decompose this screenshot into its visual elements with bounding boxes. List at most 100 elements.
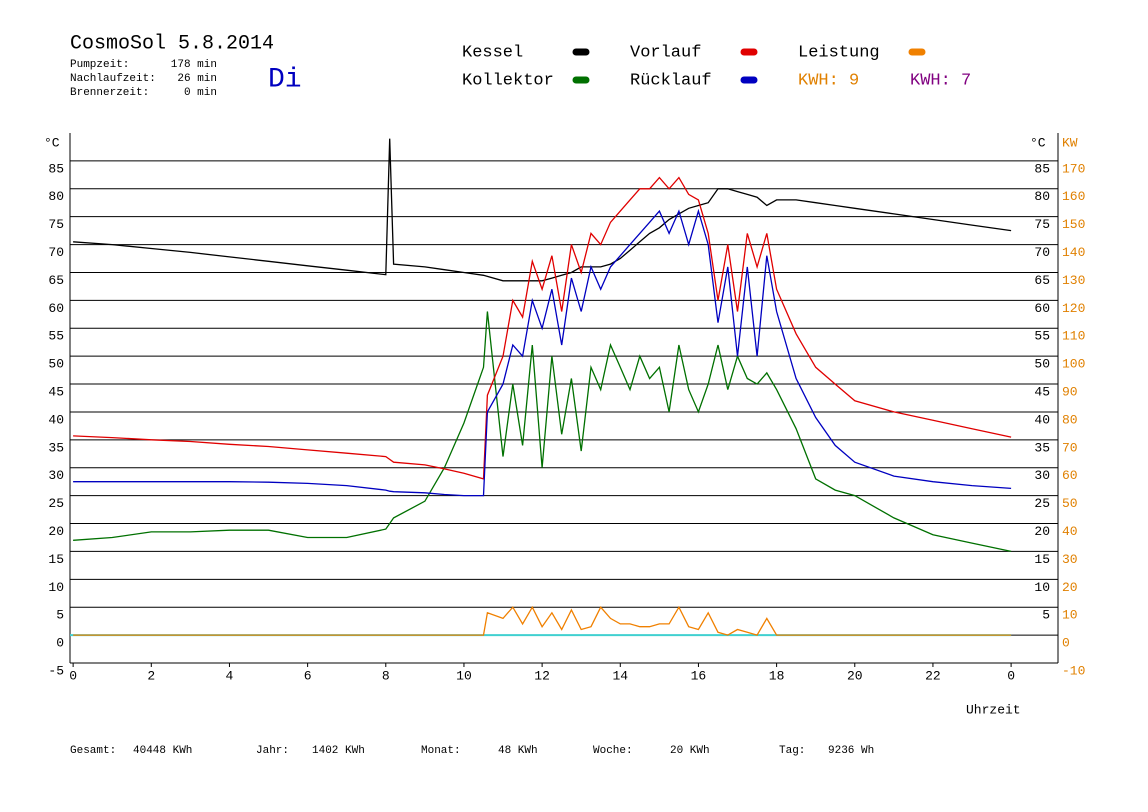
y2-tick-label: 30 (1062, 552, 1078, 567)
y-tick-label-right: 35 (1034, 440, 1050, 455)
series-line (73, 208, 1012, 497)
y-tick-label: 40 (48, 412, 64, 427)
y2-tick-label: 100 (1062, 357, 1085, 372)
chart-title: CosmoSol 5.8.2014 (70, 32, 274, 55)
y-tick-label-right: 60 (1034, 301, 1050, 316)
y-tick-label: 20 (48, 524, 64, 539)
y2-tick-label: 20 (1062, 580, 1078, 595)
x-tick-label: 2 (147, 668, 155, 683)
x-tick-label: 18 (769, 668, 785, 683)
total-label: Monat: (421, 745, 461, 757)
y-tick-label-right: 20 (1034, 524, 1050, 539)
y2-tick-label: 60 (1062, 468, 1078, 483)
y-tick-label: 50 (48, 357, 64, 372)
stat-value: 0 min (184, 87, 217, 99)
total-value: 1402 KWh (312, 745, 365, 757)
y-tick-label: 60 (48, 301, 64, 316)
y-tick-label: 80 (48, 189, 64, 204)
x-tick-label: 20 (847, 668, 863, 683)
y2-tick-label: 90 (1062, 384, 1078, 399)
series-line (73, 138, 1012, 282)
x-tick-label: 22 (925, 668, 941, 683)
y2-tick-label: 150 (1062, 217, 1085, 232)
y2-tick-label: 10 (1062, 608, 1078, 623)
y-axis-label: °C (44, 135, 60, 150)
y-tick-label-right: 80 (1034, 189, 1050, 204)
y2-tick-label: 120 (1062, 301, 1085, 316)
y-tick-label: 30 (48, 468, 64, 483)
x-tick-label: 10 (456, 668, 472, 683)
legend-label: Leistung (798, 43, 880, 62)
y-tick-label: 10 (48, 580, 64, 595)
y-tick-label-right: 15 (1034, 552, 1050, 567)
y-tick-label: 75 (48, 217, 64, 232)
x-tick-label: 0 (69, 668, 77, 683)
series-line (73, 605, 1012, 636)
y-tick-label-right: 45 (1034, 384, 1050, 399)
legend-label: Rücklauf (630, 71, 712, 90)
y2-axis-label: KW (1062, 135, 1078, 150)
legend-label: Kessel (462, 43, 523, 62)
y-tick-label: 70 (48, 245, 64, 260)
y2-tick-label: -10 (1062, 663, 1085, 678)
y-tick-label-right: 30 (1034, 468, 1050, 483)
y2-tick-label: 130 (1062, 273, 1085, 288)
y-axis-label-right: °C (1030, 135, 1046, 150)
total-label: Jahr: (256, 745, 289, 757)
y-tick-label: 55 (48, 329, 64, 344)
y2-tick-label: 50 (1062, 496, 1078, 511)
stat-label: Pumpzeit: (70, 59, 129, 71)
total-value: 20 KWh (670, 745, 710, 757)
total-value: 9236 Wh (828, 745, 874, 757)
total-value: 40448 KWh (133, 745, 192, 757)
series-line (73, 311, 1012, 553)
legend-label: Vorlauf (630, 43, 701, 62)
y2-tick-label: 140 (1062, 245, 1085, 260)
x-axis-label: Uhrzeit (966, 702, 1021, 717)
y-tick-label: 65 (48, 273, 64, 288)
stat-label: Brennerzeit: (70, 87, 149, 99)
y-tick-label-right: 50 (1034, 357, 1050, 372)
total-label: Gesamt: (70, 745, 116, 757)
y2-tick-label: 80 (1062, 412, 1078, 427)
y-tick-label: 35 (48, 440, 64, 455)
y2-tick-label: 160 (1062, 189, 1085, 204)
total-label: Tag: (779, 745, 805, 757)
y-tick-label: 25 (48, 496, 64, 511)
y-tick-label: 0 (56, 636, 64, 651)
y2-tick-label: 170 (1062, 161, 1085, 176)
y-tick-label-right: 10 (1034, 580, 1050, 595)
y-tick-label-right: 55 (1034, 329, 1050, 344)
y-tick-label: 45 (48, 384, 64, 399)
y-tick-label-right: 70 (1034, 245, 1050, 260)
kwh-label: KWH: 9 (798, 71, 859, 90)
y-tick-label-right: 40 (1034, 412, 1050, 427)
y-tick-label-right: 25 (1034, 496, 1050, 511)
x-tick-label: 12 (534, 668, 550, 683)
y-tick-label-right: 75 (1034, 217, 1050, 232)
y-tick-label-right: 85 (1034, 161, 1050, 176)
total-label: Woche: (593, 745, 633, 757)
y2-tick-label: 40 (1062, 524, 1078, 539)
y2-tick-label: 0 (1062, 636, 1070, 651)
x-tick-label: 16 (691, 668, 707, 683)
y-tick-label: 5 (56, 608, 64, 623)
y-tick-label-right: 5 (1042, 608, 1050, 623)
x-tick-label: 14 (612, 668, 628, 683)
stat-label: Nachlaufzeit: (70, 73, 156, 85)
weekday: Di (268, 64, 302, 95)
y-tick-label: 15 (48, 552, 64, 567)
x-tick-label: 8 (382, 668, 390, 683)
x-tick-label: 0 (1007, 668, 1015, 683)
y-tick-label: -5 (48, 663, 64, 678)
y2-tick-label: 70 (1062, 440, 1078, 455)
legend-label: Kollektor (462, 71, 554, 90)
y-tick-label-right: 65 (1034, 273, 1050, 288)
stat-value: 178 min (171, 59, 217, 71)
kwh-label: KWH: 7 (910, 71, 971, 90)
series-line (73, 176, 1012, 480)
total-value: 48 KWh (498, 745, 538, 757)
stat-value: 26 min (177, 73, 217, 85)
y-tick-label: 85 (48, 161, 64, 176)
